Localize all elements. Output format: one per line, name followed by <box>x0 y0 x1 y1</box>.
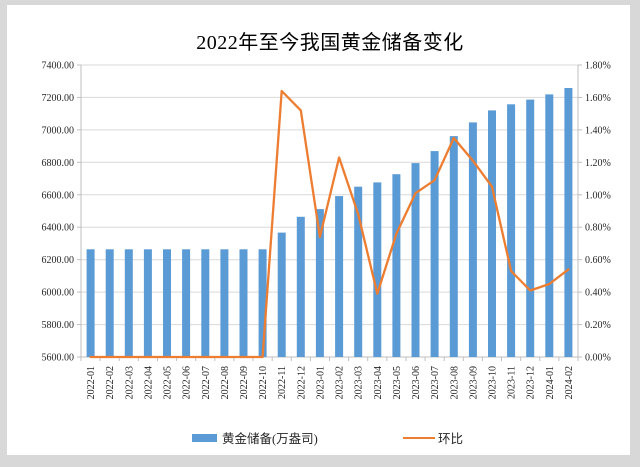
right-axis-tick-label: 1.00% <box>585 190 611 201</box>
legend-item-gold-reserves: 黄金储备(万盎司) <box>192 428 318 447</box>
x-axis-tick-label: 2022-07 <box>201 366 212 399</box>
bar-2024-01 <box>545 94 554 358</box>
bar-2022-02 <box>105 249 114 357</box>
bar-2022-07 <box>201 249 210 357</box>
left-axis-tick-label: 7400.00 <box>42 61 75 72</box>
bar-2023-06 <box>411 163 420 357</box>
bar-2022-04 <box>143 249 152 357</box>
x-axis-tick-label: 2022-05 <box>163 366 174 399</box>
x-axis-tick-label: 2023-12 <box>526 366 537 399</box>
right-axis-tick-label: 0.40% <box>585 288 611 299</box>
x-axis-tick-label: 2022-08 <box>220 366 231 399</box>
bar-2023-05 <box>392 174 401 357</box>
left-axis-tick-label: 5600.00 <box>42 353 75 364</box>
right-axis-tick-label: 1.20% <box>585 158 611 169</box>
legend-line-swatch <box>403 436 435 439</box>
x-axis-tick-label: 2022-09 <box>239 366 250 399</box>
bar-2022-09 <box>239 249 248 357</box>
right-axis-tick-label: 0.60% <box>585 255 611 266</box>
bar-2022-10 <box>258 249 267 357</box>
bar-2023-03 <box>354 186 363 357</box>
right-axis-tick-label: 1.60% <box>585 93 611 104</box>
right-axis-tick-label: 1.80% <box>585 61 611 72</box>
chart-title: 2022年至今我国黄金储备变化 <box>196 32 464 54</box>
mom-change-line <box>89 89 570 359</box>
left-axis-tick-label: 6600.00 <box>42 190 75 201</box>
x-axis-tick-label: 2022-10 <box>258 366 269 399</box>
bar-2022-03 <box>124 249 133 357</box>
left-axis-tick-label: 6000.00 <box>42 288 75 299</box>
legend-label-gold-reserves: 黄金储备(万盎司) <box>222 432 318 446</box>
x-axis-tick-label: 2023-03 <box>354 366 365 399</box>
bar-2022-08 <box>220 249 229 357</box>
x-axis-tick-label: 2023-11 <box>507 366 518 399</box>
bar-2022-06 <box>182 249 191 357</box>
bar-2023-11 <box>507 104 516 357</box>
bar-2023-01 <box>315 209 324 357</box>
x-axis-tick-label: 2022-11 <box>277 366 288 399</box>
bar-2023-04 <box>373 182 382 357</box>
right-axis-tick-label: 0.00% <box>585 353 611 364</box>
chart-title-row: 2022年至今我国黄金储备变化 <box>0 26 640 55</box>
right-axis-tick-label: 1.40% <box>585 125 611 136</box>
x-axis-tick-label: 2023-07 <box>430 366 441 399</box>
x-axis-tick-label: 2023-04 <box>373 366 384 399</box>
left-axis-tick-label: 6400.00 <box>42 223 75 234</box>
bar-2023-07 <box>430 151 439 357</box>
x-axis-tick-label: 2023-08 <box>449 366 460 399</box>
bar-2023-09 <box>468 122 477 358</box>
legend-item-mom-change: 环比 <box>403 428 463 447</box>
x-axis-tick-label: 2023-01 <box>315 366 326 399</box>
right-axis-tick-label: 0.20% <box>585 320 611 331</box>
bar-2022-11 <box>277 232 286 357</box>
bar-2023-02 <box>335 196 344 357</box>
left-axis-tick-label: 7000.00 <box>42 125 75 136</box>
bar-2023-08 <box>449 136 458 357</box>
left-axis-tick-label: 6800.00 <box>42 158 75 169</box>
left-axis-tick-label: 7200.00 <box>42 93 75 104</box>
x-axis-tick-label: 2023-06 <box>411 366 422 399</box>
left-axis-tick-label: 5800.00 <box>42 320 75 331</box>
x-axis-tick-label: 2022-06 <box>182 366 193 399</box>
legend-bar-swatch <box>192 433 217 442</box>
x-axis-tick-label: 2022-01 <box>86 366 97 399</box>
x-axis-tick-label: 2023-09 <box>468 366 479 399</box>
left-axis-tick-label: 6200.00 <box>42 255 75 266</box>
x-axis-tick-label: 2022-02 <box>105 366 116 399</box>
x-axis-tick-label: 2023-05 <box>392 366 403 399</box>
x-axis-tick-label: 2023-02 <box>335 366 346 399</box>
legend-label-mom-change: 环比 <box>438 432 464 446</box>
x-axis-tick-label: 2022-12 <box>296 366 307 399</box>
x-axis-tick-label: 2023-10 <box>488 366 499 399</box>
x-axis-tick-label: 2022-04 <box>143 366 154 399</box>
bar-2023-10 <box>488 110 496 358</box>
x-axis-tick-label: 2024-01 <box>545 366 556 399</box>
bar-2023-12 <box>526 99 535 357</box>
bar-2022-01 <box>86 249 95 357</box>
right-axis-tick-label: 0.80% <box>585 223 611 234</box>
bar-2022-05 <box>163 249 171 357</box>
x-axis-tick-label: 2024-02 <box>564 366 575 399</box>
bar-2022-12 <box>296 216 305 357</box>
bar-2024-02 <box>564 88 573 357</box>
x-axis-tick-label: 2022-03 <box>124 366 135 399</box>
